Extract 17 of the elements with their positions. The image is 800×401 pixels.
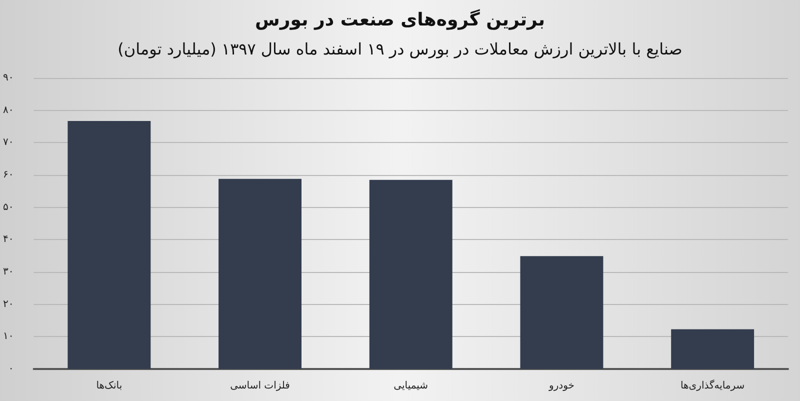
y-tick-label: ۲۰ <box>2 298 14 310</box>
x-tick-label: سرمایه‌گذاری‌ها <box>680 380 745 392</box>
y-tick-label: ۴۰ <box>2 234 14 246</box>
x-tick-label: خودرو <box>548 380 574 392</box>
y-tick-label: ۸۰ <box>2 104 14 116</box>
x-tick-label: شیمیایی <box>394 380 428 392</box>
x-tick-label: بانک‌ها <box>96 380 122 392</box>
y-tick-label: ۷۰ <box>2 137 14 148</box>
y-tick-label: ۰ <box>8 364 14 374</box>
x-tick-label: فلزات اساسی <box>230 380 290 392</box>
y-tick-label: ۳۰ <box>2 266 14 278</box>
chart-title: برترین گروه‌های صنعت در بورس <box>255 8 545 30</box>
y-tick-label: ۵۰ <box>2 202 14 213</box>
chart-subtitle: صنایع با بالاترین ارزش معاملات در بورس در ۱۹ اسفند ماه سال ۱۳۹۷ (میلیارد تومان) <box>118 40 682 58</box>
y-tick-label: ۹۰ <box>2 72 14 84</box>
y-tick-label: ۶۰ <box>2 170 14 180</box>
y-tick-label: ۱۰ <box>2 331 14 342</box>
